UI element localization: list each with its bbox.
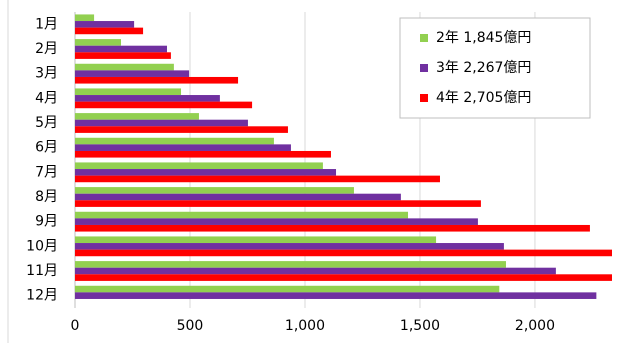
bar: [75, 119, 248, 127]
x-tick-label: 1,000: [285, 318, 325, 334]
legend-label: 3年 2,267億円: [436, 60, 531, 76]
y-tick-label: 11月: [26, 263, 58, 279]
y-tick-label: 3月: [35, 66, 58, 82]
bar: [75, 45, 167, 53]
bars: [75, 14, 612, 299]
bar: [75, 150, 331, 158]
x-tick-label: 500: [177, 318, 204, 334]
bar: [75, 200, 481, 207]
bar: [75, 224, 590, 232]
bar: [75, 39, 121, 46]
y-tick-label: 6月: [35, 140, 58, 156]
legend: 2年 1,845億円 3年 2,267億円 4年 2,705億円: [399, 17, 591, 119]
y-tick-label: 1月: [35, 16, 58, 32]
x-tick-label: 0: [71, 318, 80, 334]
bar: [75, 169, 337, 176]
bar: [75, 261, 506, 268]
y-tick-label: 7月: [35, 164, 58, 180]
y-tick-label: 10月: [26, 238, 58, 254]
bar: [75, 292, 597, 299]
y-tick-label: 4月: [35, 90, 58, 106]
x-tick-label: 1,500: [400, 318, 440, 334]
bar: [75, 21, 135, 28]
bar: [75, 211, 409, 219]
bar: [75, 187, 354, 194]
legend-swatch: [420, 64, 428, 72]
bar: [75, 249, 612, 257]
bar: [75, 76, 239, 84]
bar: [75, 88, 182, 96]
bar: [75, 162, 323, 170]
y-tick-label: 5月: [35, 115, 58, 131]
y-tick-label: 2月: [35, 41, 58, 57]
legend-box: [399, 17, 591, 119]
bar: [75, 236, 437, 244]
bar: [75, 101, 253, 109]
legend-swatch: [420, 94, 428, 102]
bar: [75, 175, 440, 183]
bar: [75, 52, 171, 59]
bar: [75, 137, 274, 145]
legend-label: 2年 1,845億円: [436, 30, 531, 46]
bar: [75, 193, 401, 201]
y-tick-label: 9月: [35, 214, 58, 230]
bar: [75, 95, 220, 102]
legend-swatch: [420, 34, 428, 42]
x-tick-label: 2,000: [515, 318, 555, 334]
bar: [75, 126, 288, 133]
bar: [75, 113, 199, 120]
y-tick-label: 12月: [26, 288, 58, 304]
bar: [75, 218, 478, 225]
y-tick-label: 8月: [35, 189, 58, 205]
bar: [75, 70, 190, 77]
legend-label: 4年 2,705億円: [436, 90, 531, 106]
bar: [75, 285, 500, 293]
bar: [75, 63, 174, 71]
bar: [75, 27, 144, 35]
labels: 0 500 1,000 1,500 2,000 1月 2月 3月 4月 5月 6月 7月 8月 9月 10月…: [26, 16, 555, 334]
bar: [75, 144, 291, 151]
bar: [75, 274, 612, 281]
bar: [75, 267, 556, 275]
bar: [75, 243, 504, 250]
bar: [75, 14, 95, 22]
